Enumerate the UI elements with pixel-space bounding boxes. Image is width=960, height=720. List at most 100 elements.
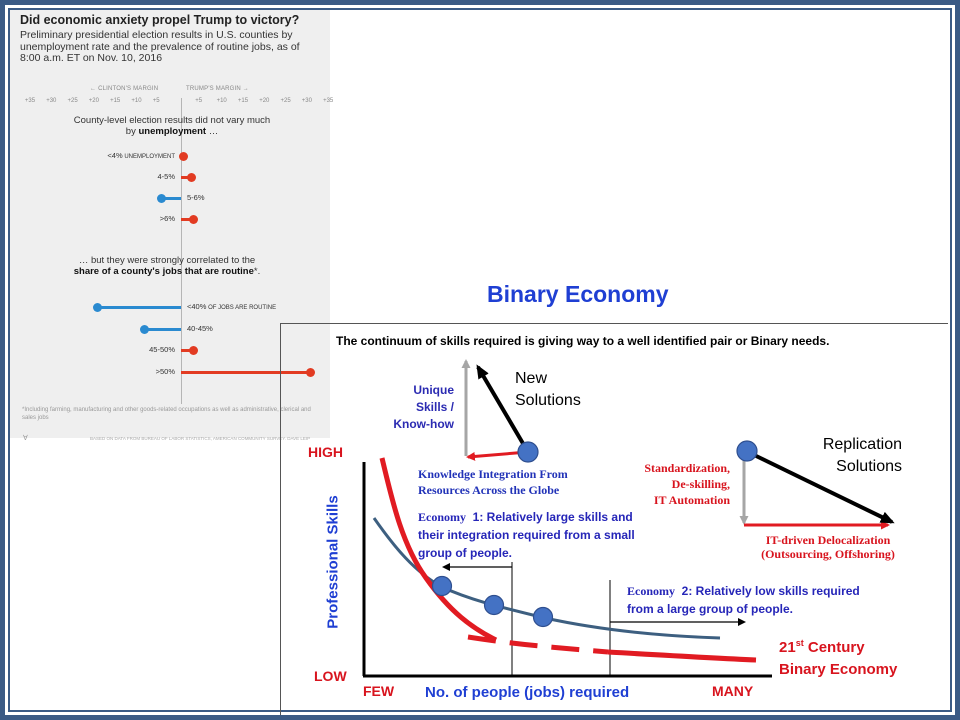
new-solutions-label: New Solutions	[515, 368, 581, 412]
unemployment-row-label: 5-6%	[187, 193, 205, 202]
trump-margin-label: TRUMP'S MARGIN →	[186, 86, 250, 92]
binary-curve-dashed	[467, 634, 609, 655]
routine-row-label-value: <40%	[187, 302, 207, 311]
binary-economy-label: 21st Century Binary Economy	[779, 632, 897, 681]
routine-row-dot	[140, 324, 150, 334]
century-number: 21	[779, 639, 796, 656]
binary-curve-solid-upper	[379, 457, 498, 643]
margin-tick-label: +35	[323, 98, 334, 104]
standardization-line-2: De-skilling,	[671, 477, 730, 491]
section2-heading-end: *.	[253, 266, 261, 277]
publisher-logo: ∀	[23, 435, 28, 442]
routine-row-bar	[181, 349, 194, 352]
margin-tick-label: +10	[131, 98, 142, 104]
margin-tick-label: +10	[216, 98, 227, 104]
unemployment-row-label: 4-5%	[157, 172, 175, 181]
diagram-box	[280, 323, 948, 715]
diagram-title: Binary Economy	[487, 281, 669, 307]
delocalization-label: IT-driven Delocalization (Outsourcing, O…	[746, 533, 910, 561]
unemployment-row-bar	[181, 218, 194, 221]
economy2-line-2: from a large group of people.	[627, 602, 794, 616]
economy1-line-3: group of people.	[418, 546, 512, 560]
unemployment-row-label: >6%	[160, 214, 175, 223]
standardization-label: Standardization, De-skilling, IT Automat…	[620, 460, 730, 508]
unique-skills-label: Unique Skills / Know-how	[370, 382, 454, 433]
replication-point	[736, 440, 758, 462]
economy2-line-1: 2: Relatively low skills required	[681, 584, 860, 598]
y-axis-low-label: LOW	[314, 668, 347, 684]
routine-row-bar	[181, 370, 311, 374]
binary-economy-text: Binary Economy	[779, 661, 898, 678]
replication-solutions-line-2: Solutions	[836, 458, 902, 475]
section-heading-unemployment: County-level election results did not va…	[72, 115, 272, 137]
section2-heading-bold: share of a county's jobs that are routin…	[73, 266, 254, 277]
routine-row-label: 40-45%	[187, 324, 213, 333]
curve-point-2	[483, 594, 505, 616]
section1-heading-bold: unemployment	[138, 126, 207, 137]
margin-tick-label: +30	[301, 98, 312, 104]
unemployment-row-bar	[161, 197, 181, 200]
routine-row-dot	[93, 303, 103, 312]
standardization-line-1: Standardization,	[644, 461, 730, 475]
delocalization-line-2: (Outsourcing, Offshoring)	[761, 547, 895, 561]
section2-heading-text: … but they were strongly correlated to t…	[78, 255, 256, 266]
century-word: Century	[807, 639, 865, 656]
margin-tick-label: +5	[195, 98, 203, 104]
infographic-source: BASED ON DATA FROM BUREAU OF LABOR STATI…	[90, 436, 311, 441]
section1-heading-text: County-level election results did not va…	[73, 115, 271, 137]
election-infographic: Did economic anxiety propel Trump to vic…	[10, 10, 334, 442]
century-suffix: st	[795, 638, 804, 648]
economy2-description: Economy 2: Relatively low skills require…	[627, 582, 860, 618]
infographic-title: Did economic anxiety propel Trump to vic…	[20, 13, 300, 27]
new-solutions-arrow	[476, 364, 530, 454]
margin-tick-label: +5	[152, 98, 160, 104]
routine-row-label: 45-50%	[149, 345, 175, 354]
routine-row-bar	[97, 306, 181, 309]
unemployment-row-label-value: 5-6%	[187, 193, 205, 202]
margin-tick-label: +15	[110, 98, 121, 104]
curve-point-1	[431, 575, 453, 597]
infographic-footnote: *Including farming, manufacturing and ot…	[22, 407, 311, 421]
routine-row-bar	[144, 327, 181, 331]
section1-heading-end: …	[208, 126, 219, 137]
margin-tick-label: +15	[237, 98, 249, 104]
routine-row-label-value: 45-50%	[149, 345, 175, 354]
unemployment-row-label-value: >6%	[159, 214, 175, 223]
unique-skills-line-1: Unique	[413, 383, 454, 397]
new-solutions-line-2: Solutions	[515, 392, 581, 409]
margin-tick-label: +25	[67, 98, 78, 104]
x-axis-few-label: FEW	[363, 683, 395, 699]
replication-solutions-line-1: Replication	[822, 436, 902, 453]
knowledge-integration-line-1: Knowledge Integration From	[418, 467, 568, 481]
unemployment-row-dot	[157, 194, 167, 203]
unemployment-row-label: <4% UNEMPLOYMENT	[107, 151, 175, 160]
section-heading-routine: … but they were strongly correlated to t…	[72, 255, 262, 277]
y-axis-title: Professional Skills	[324, 495, 342, 629]
unemployment-row-label-value: 4-5%	[157, 172, 175, 181]
zero-margin-line	[181, 98, 182, 404]
unemployment-row-label-value: <4%	[107, 151, 123, 160]
unique-skills-line-3: Know-how	[393, 417, 454, 431]
economy1-line-1: 1: Relatively large skills and	[472, 510, 633, 524]
economy1-description: Economy 1: Relatively large skills and t…	[418, 508, 635, 562]
unemployment-row-bar	[181, 176, 192, 179]
routine-row-label-value: 40-45%	[187, 323, 213, 333]
routine-row-dot	[189, 346, 199, 355]
replication-solutions-arrow	[747, 450, 895, 524]
knowledge-integration-label: Knowledge Integration From Resources Acr…	[418, 466, 568, 498]
knowledge-integration-line-2: Resources Across the Globe	[418, 483, 560, 497]
routine-row-label: >50%	[156, 367, 175, 376]
clinton-margin-label: ← CLINTON'S MARGIN	[90, 86, 159, 92]
routine-row-label-value: >50%	[155, 366, 175, 376]
routine-row-label: <40% OF JOBS ARE ROUTINE	[187, 302, 276, 311]
unemployment-row-dot	[178, 152, 188, 161]
delocalization-line-1: IT-driven Delocalization	[765, 533, 891, 547]
routine-row-label-suffix: OF JOBS ARE ROUTINE	[206, 305, 277, 311]
margin-tick-label: +20	[259, 98, 270, 104]
slide-frame-inner	[8, 8, 952, 712]
y-axis-high-label: HIGH	[308, 444, 343, 460]
x-axis-many-label: MANY	[712, 683, 754, 699]
curve-point-3	[532, 606, 554, 628]
